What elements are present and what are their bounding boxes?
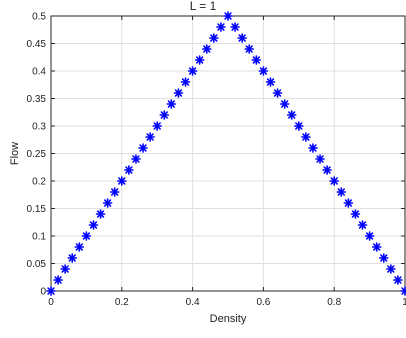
x-tick-label: 0.6	[256, 297, 270, 308]
data-point	[173, 88, 184, 98]
x-tick-label: 0.4	[186, 297, 200, 308]
data-point	[131, 154, 141, 164]
data-point	[166, 99, 177, 109]
data-point	[237, 33, 247, 43]
data-point	[336, 187, 347, 197]
data-point	[301, 132, 311, 142]
chart-title: L = 1	[189, 0, 217, 13]
data-point	[145, 132, 155, 142]
y-tick-label: 0.45	[27, 39, 47, 50]
data-point	[138, 143, 148, 153]
data-point	[102, 198, 113, 208]
y-tick-label: 0.1	[32, 232, 46, 243]
data-point	[315, 154, 325, 164]
y-tick-label: 0	[40, 287, 46, 298]
data-point	[386, 264, 396, 274]
data-point	[180, 77, 191, 87]
data-point	[329, 176, 340, 186]
data-point	[81, 231, 92, 241]
data-point	[152, 121, 162, 131]
data-point	[209, 33, 219, 43]
data-point	[258, 66, 269, 76]
x-tick-label: 1	[402, 297, 406, 308]
data-point	[286, 110, 297, 120]
grid-layer	[51, 16, 405, 291]
y-tick-label: 0.5	[32, 12, 46, 23]
data-point	[322, 165, 332, 175]
data-point	[187, 66, 198, 76]
data-point	[74, 242, 85, 252]
data-point	[124, 165, 134, 175]
data-point	[279, 99, 290, 109]
data-point	[371, 242, 382, 252]
data-point	[293, 121, 304, 131]
x-tick-label: 0	[48, 297, 54, 308]
data-point	[216, 22, 226, 32]
y-axis-label: Flow	[9, 142, 21, 165]
data-point	[364, 231, 375, 241]
data-point	[230, 22, 240, 32]
data-point	[60, 264, 70, 274]
data-point	[53, 275, 63, 285]
data-point	[400, 286, 406, 296]
data-point	[194, 55, 205, 65]
data-point	[265, 77, 276, 87]
data-point	[159, 110, 170, 120]
x-tick-label: 0.8	[327, 297, 341, 308]
data-point	[109, 187, 120, 197]
y-tick-label: 0.15	[27, 204, 47, 215]
data-point	[357, 220, 368, 230]
tick-layer: 0 0.2 0.4 0.6 0.8 1 0 0.05 0.1 0.15 0.2 0.25 0.3 0.35…	[27, 12, 406, 309]
data-point	[244, 44, 255, 54]
data-point	[201, 44, 212, 54]
y-tick-label: 0.3	[32, 122, 46, 133]
y-tick-label: 0.25	[27, 149, 47, 160]
marker-layer	[46, 11, 406, 296]
data-point	[272, 88, 283, 98]
data-point	[350, 209, 361, 219]
data-point	[393, 275, 403, 285]
y-tick-label: 0.4	[32, 67, 46, 78]
data-point	[308, 143, 318, 153]
data-point	[95, 209, 106, 219]
x-axis-label: Density	[210, 313, 247, 325]
data-point	[67, 253, 78, 263]
data-point	[88, 220, 99, 230]
data-point	[343, 198, 354, 208]
data-point	[223, 11, 233, 21]
data-point	[251, 55, 262, 65]
data-point	[117, 176, 127, 186]
data-point	[378, 253, 389, 263]
data-point	[46, 286, 56, 296]
x-tick-label: 0.2	[115, 297, 129, 308]
y-tick-label: 0.35	[27, 94, 47, 105]
y-tick-label: 0.05	[27, 259, 47, 270]
y-tick-label: 0.2	[32, 177, 46, 188]
